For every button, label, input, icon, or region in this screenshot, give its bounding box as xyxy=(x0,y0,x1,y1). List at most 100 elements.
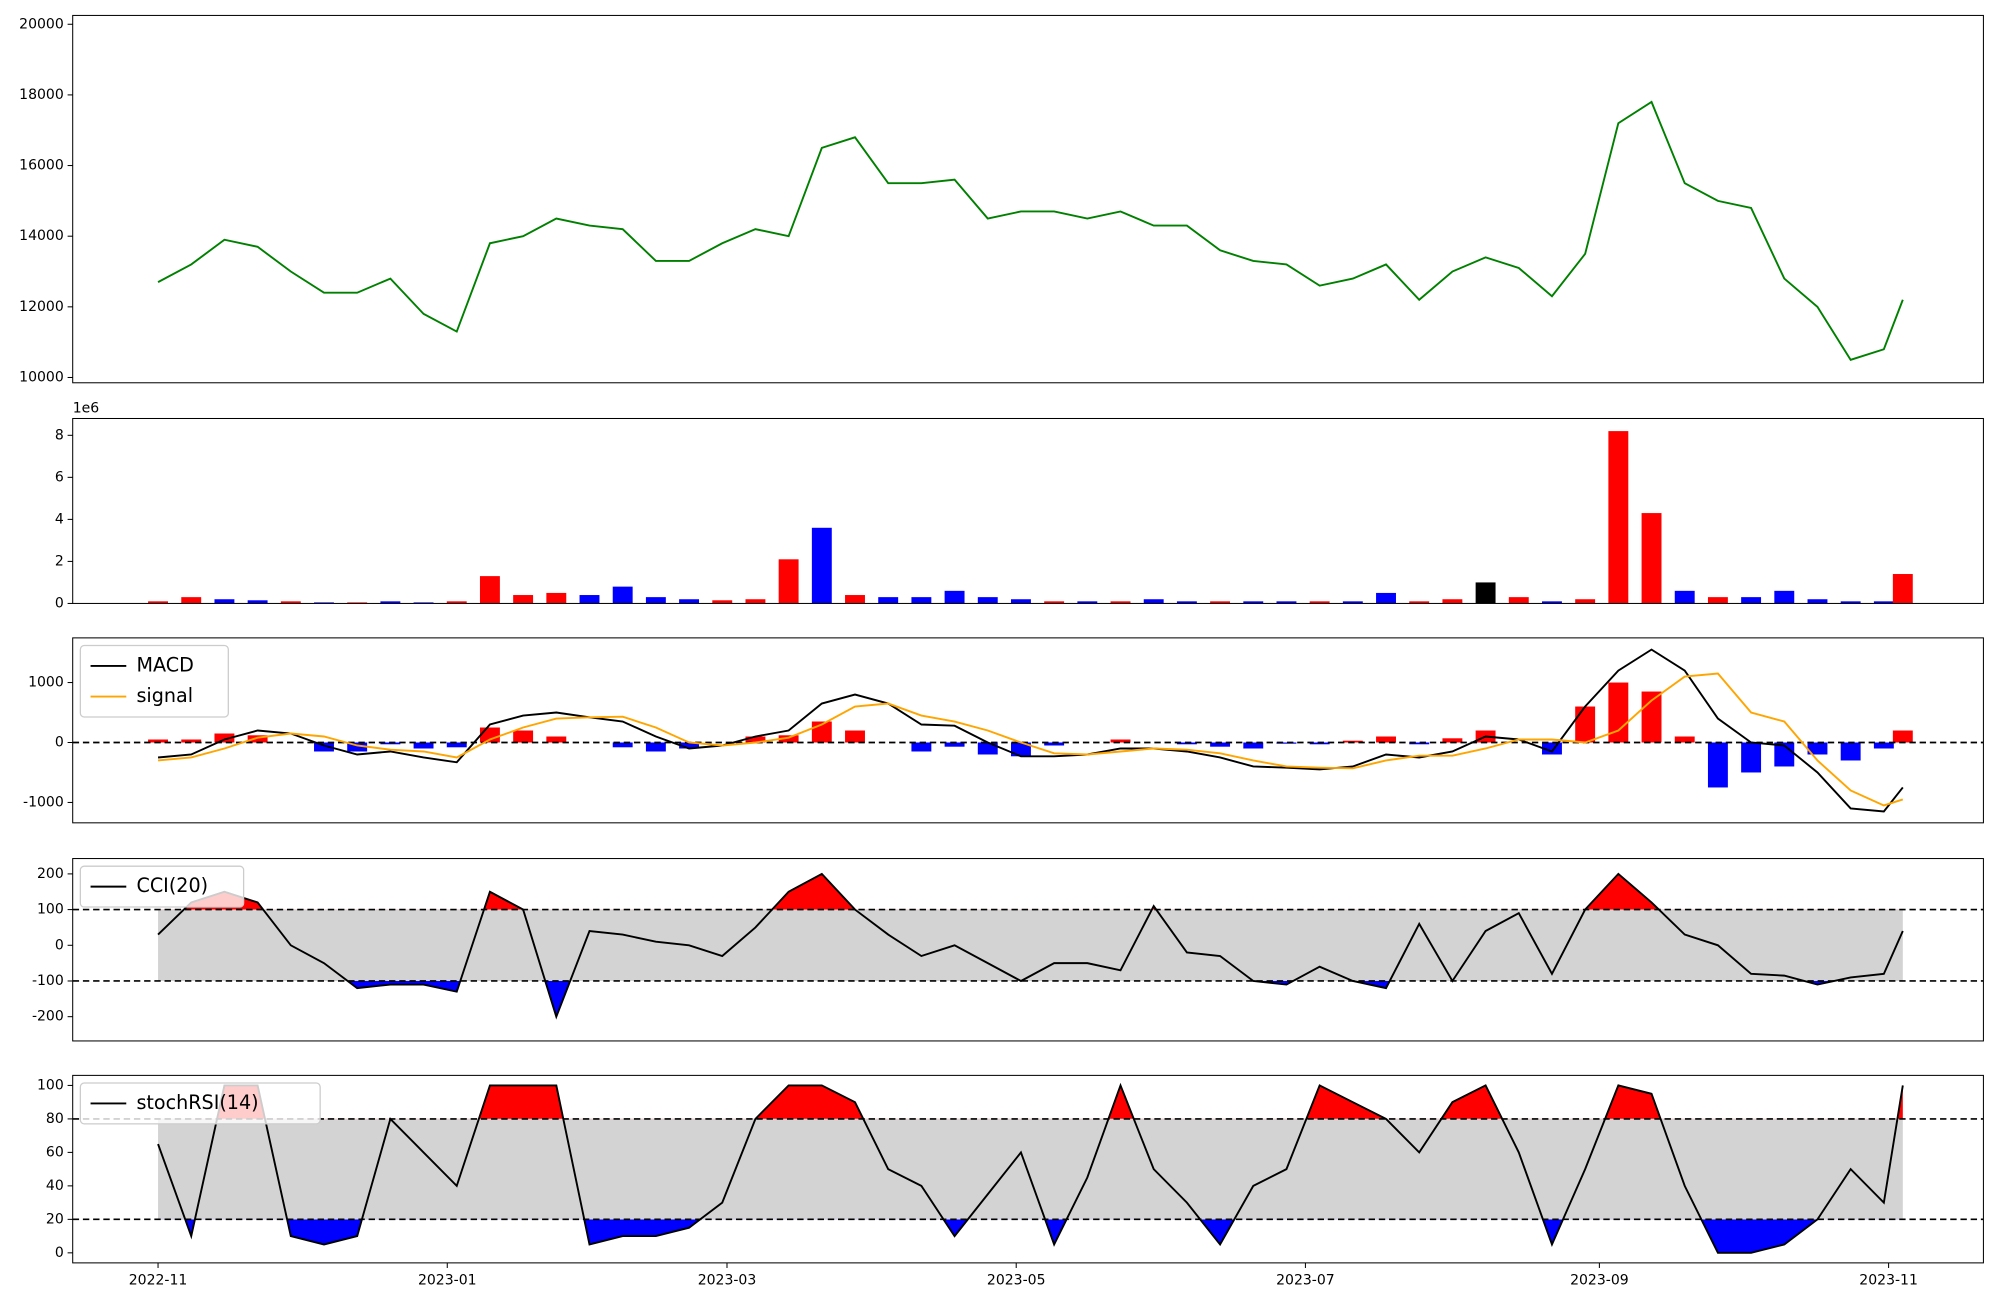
histogram-bar xyxy=(1674,736,1695,743)
legend-box xyxy=(79,1082,321,1125)
x-tick-label: 2022-11 xyxy=(129,1273,188,1289)
volume-bar xyxy=(280,601,301,604)
volume-bar xyxy=(1575,599,1596,604)
axes-frame xyxy=(72,14,1984,384)
y-tick-label: 80 xyxy=(46,1111,64,1127)
y-tick-label: 6 xyxy=(55,469,64,485)
axes-frame xyxy=(72,858,1984,1042)
legend-label: stochRSI(14) xyxy=(136,1091,258,1114)
volume-bar xyxy=(214,599,235,604)
histogram-bar xyxy=(546,736,567,743)
volume-bar xyxy=(1892,574,1913,604)
y-tick-label: 100 xyxy=(37,902,64,918)
volume-bar xyxy=(347,602,368,604)
volume-bar xyxy=(1707,597,1728,604)
y-tick-label: -200 xyxy=(32,1009,64,1025)
histogram-bar xyxy=(778,735,799,743)
volume-bar xyxy=(314,602,334,604)
line xyxy=(157,672,1904,807)
y-tick-label: 0 xyxy=(55,734,64,750)
line xyxy=(157,872,1904,1020)
volume-bar xyxy=(1442,599,1463,604)
y-tick-label: 0 xyxy=(55,595,64,611)
y-tick-label: 14000 xyxy=(19,228,64,244)
volume-bar xyxy=(380,601,401,604)
volume-bar xyxy=(546,592,567,604)
volume-bar xyxy=(911,597,932,604)
histogram-bar xyxy=(1608,682,1629,743)
histogram-bar xyxy=(1044,742,1065,746)
volume-bar xyxy=(977,597,998,604)
x-tick-label: 2023-01 xyxy=(418,1273,477,1289)
volume-bar xyxy=(1641,513,1662,604)
volume-bar xyxy=(1741,597,1762,604)
plot-area xyxy=(72,1082,1984,1254)
legend-label: signal xyxy=(136,684,193,707)
volume-bar xyxy=(1475,582,1496,604)
volume-bar xyxy=(1409,601,1430,604)
histogram-bar xyxy=(911,742,932,752)
volume-bar xyxy=(1143,599,1164,604)
volume-bar xyxy=(1077,601,1098,604)
y-tick-label: 12000 xyxy=(19,299,64,315)
volume-bar xyxy=(679,599,700,604)
histogram-bar xyxy=(645,742,666,752)
y-tick-label: 40 xyxy=(46,1178,64,1194)
histogram-bar xyxy=(944,742,965,747)
volume-bar xyxy=(811,527,832,604)
y-tick-label: 2 xyxy=(55,553,64,569)
x-tick-label: 2023-03 xyxy=(698,1273,757,1289)
volume-bar xyxy=(181,597,202,604)
volume-bar xyxy=(645,597,666,604)
histogram-bar xyxy=(745,736,766,743)
volume-bar xyxy=(413,602,434,604)
y-tick-label: 16000 xyxy=(19,158,64,174)
histogram-bar xyxy=(1409,742,1430,745)
volume-bar xyxy=(1210,601,1231,604)
legend-box xyxy=(79,865,245,908)
histogram-bar xyxy=(1707,742,1728,788)
volume-bar xyxy=(944,590,965,604)
y-tick-label: 18000 xyxy=(19,87,64,103)
histogram-bar xyxy=(1176,742,1197,745)
axes-frame xyxy=(72,417,1984,604)
volume-bar xyxy=(1807,599,1828,604)
legend-label: CCI(20) xyxy=(136,874,208,897)
panel: 0 2 4 6 8 1e6 xyxy=(55,400,1984,611)
histogram-bar xyxy=(247,735,268,743)
volume-bar xyxy=(1542,601,1562,604)
plot-area xyxy=(148,431,1913,604)
volume-bar xyxy=(1309,601,1330,604)
volume-bar xyxy=(612,586,633,604)
histogram-bar xyxy=(148,739,169,743)
volume-bar xyxy=(1840,601,1861,604)
volume-bar xyxy=(845,595,865,604)
volume-bar xyxy=(1508,597,1529,604)
volume-bar xyxy=(247,600,268,604)
panel: -200 -100 0 100 200 CCI(20) xyxy=(32,858,1984,1042)
histogram-bar xyxy=(1741,742,1762,773)
histogram-bar xyxy=(977,742,998,755)
histogram-bar xyxy=(413,742,434,749)
y-tick-label: 4 xyxy=(55,511,64,527)
histogram-bar xyxy=(214,733,235,743)
histogram-bar xyxy=(612,742,633,748)
line xyxy=(157,648,1904,813)
oversold-fill xyxy=(158,1219,1903,1253)
offset-label: 1e6 xyxy=(73,400,100,416)
histogram-bar xyxy=(446,742,467,748)
line xyxy=(157,1082,1904,1254)
axes-frame xyxy=(72,637,1984,824)
histogram-bar xyxy=(1873,742,1894,749)
volume-bar xyxy=(446,601,467,604)
y-tick-label: 0 xyxy=(55,937,64,953)
volume-bar xyxy=(513,595,534,604)
plot-area xyxy=(72,648,1984,813)
histogram-bar xyxy=(1010,742,1031,757)
volume-bar xyxy=(1276,601,1297,604)
y-tick-label: 0 xyxy=(55,1245,64,1261)
y-tick-label: 200 xyxy=(37,866,64,882)
volume-bar xyxy=(1774,590,1795,604)
histogram-bar xyxy=(1575,706,1596,743)
